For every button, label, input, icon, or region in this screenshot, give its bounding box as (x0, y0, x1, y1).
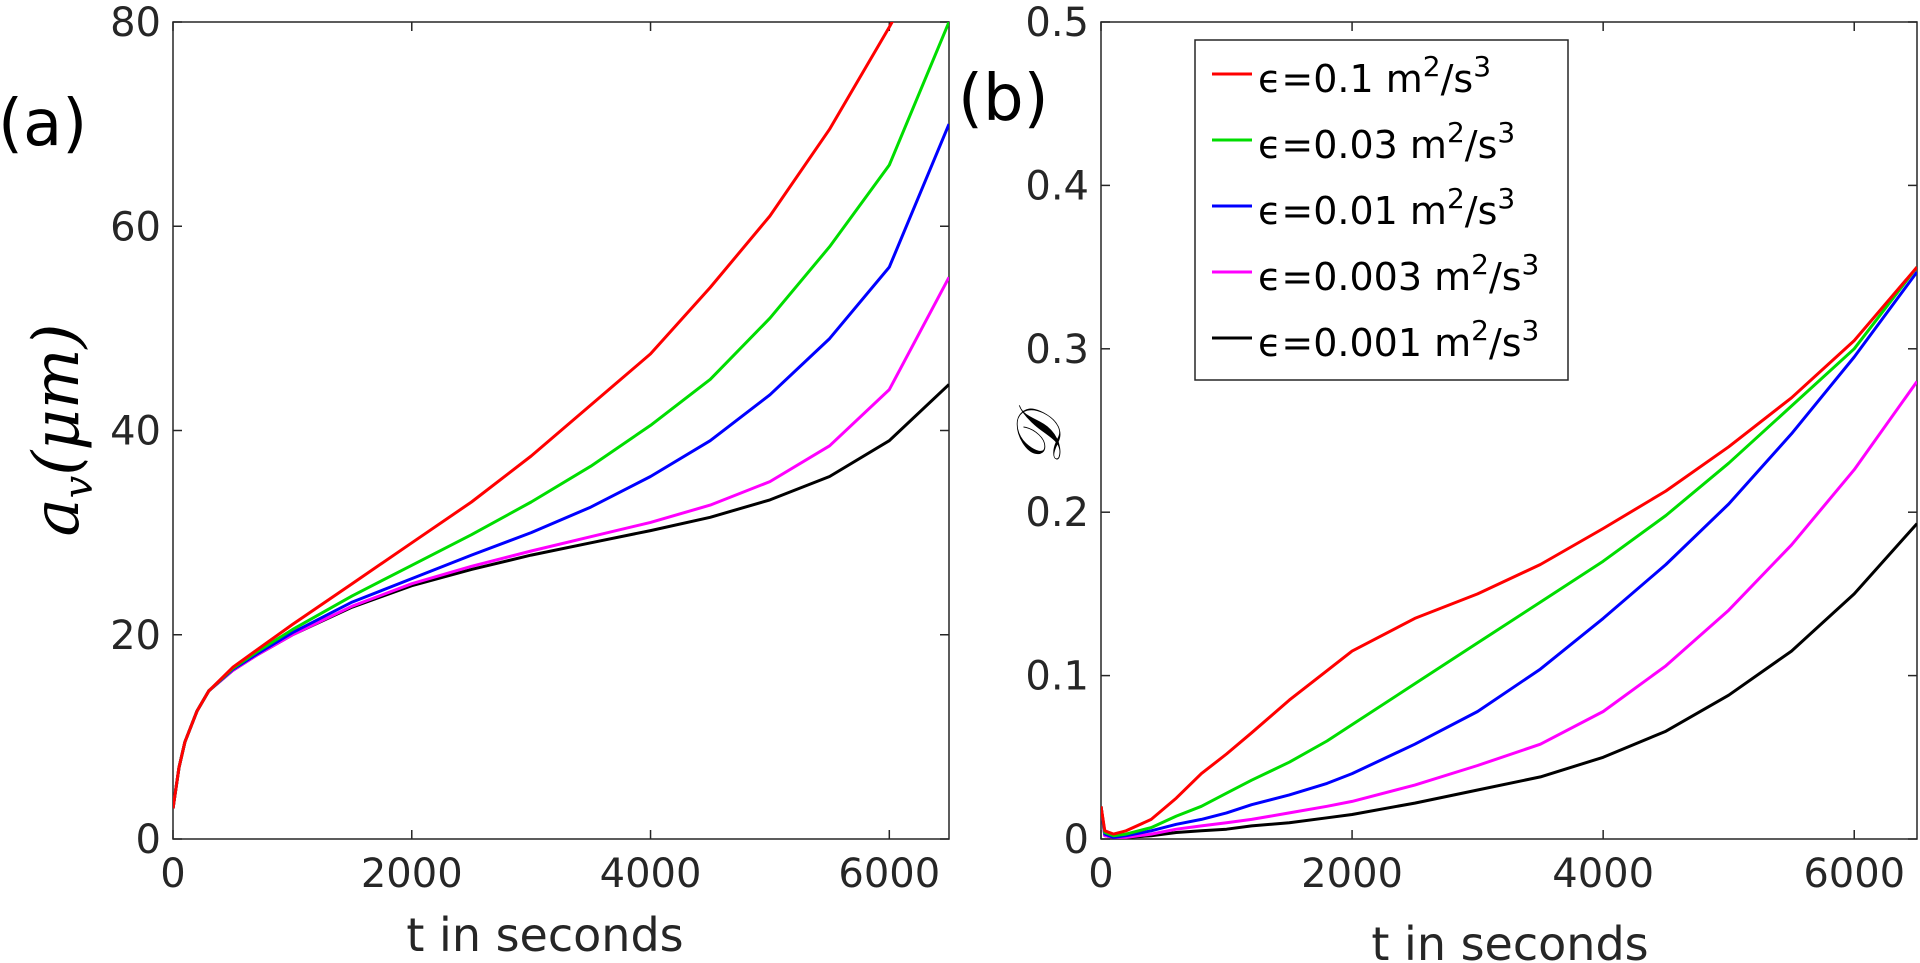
panel-a-xtick-label-2: 4000 (600, 851, 702, 897)
panel-a-xtick-label-0: 0 (160, 851, 185, 897)
panel-b-series-line-2 (1101, 271, 1917, 839)
panel-b-ytick-label-0: 0 (1064, 817, 1089, 863)
panel-b-ylabel: 𝒟 (1002, 405, 1075, 465)
panel-a-ytick-label-0: 0 (136, 817, 161, 863)
panel-b-xtick-label-2: 4000 (1552, 851, 1654, 897)
legend-box (1194, 39, 1569, 381)
panel-a-label: (a) (0, 87, 87, 161)
panel-b-series-line-3 (1101, 380, 1917, 839)
panel-a-series-line-4 (173, 383, 949, 809)
panel-b-xlabel: t in seconds (1371, 917, 1648, 963)
panel-a-series-line-3 (173, 276, 949, 809)
legend-label-4: ϵ=0.001 m2/s3 (1258, 314, 1539, 365)
legend-label-1: ϵ=0.03 m2/s3 (1258, 116, 1515, 167)
panel-a-series-line-0 (173, 22, 894, 809)
panel-b-plot-box (1100, 21, 1918, 840)
panel-a-ylabel-sub: v (56, 475, 102, 498)
panel-a-lines (173, 22, 949, 809)
legend-label-0: ϵ=0.1 m2/s3 (1258, 50, 1491, 101)
panel-b-xtick-label-0: 0 (1088, 851, 1113, 897)
panel-b-ytick-label-1: 0.1 (1025, 654, 1089, 700)
panel-a-ytick-label-3: 60 (110, 204, 161, 250)
panel-b-series-line-1 (1101, 266, 1917, 838)
panel-a-ytick-label-2: 40 (110, 409, 161, 455)
panel-b-series-line-4 (1101, 522, 1917, 839)
panel-b-ytick-label-3: 0.3 (1025, 327, 1089, 373)
panel-b-xtick-label-3: 6000 (1803, 851, 1905, 897)
legend-label-2: ϵ=0.01 m2/s3 (1258, 182, 1515, 233)
panel-b-ytick-label-4: 0.4 (1025, 163, 1089, 209)
panel-b-ytick-label-5: 0.5 (1025, 0, 1089, 46)
panel-a-ticks: 0 2000 4000 6000 0 20 40 60 80 (110, 0, 949, 897)
panel-b-series-line-0 (1101, 266, 1917, 836)
panel-a-ytick-label-1: 20 (110, 613, 161, 659)
panel-b-ticks: 0 2000 4000 6000 0 0.1 0.2 0.3 0.4 0.5 (1025, 0, 1917, 897)
panel-b-ytick-label-2: 0.2 (1025, 490, 1089, 536)
panel-a-xtick-label-1: 2000 (361, 851, 463, 897)
panel-a-ylabel: av(μm) (20, 324, 102, 537)
svg-text:av(μm): av(μm) (20, 324, 102, 537)
legend-label-3: ϵ=0.003 m2/s3 (1258, 248, 1539, 299)
panel-b-ylabel-text: 𝒟 (1002, 405, 1075, 465)
panel-a-xlabel: t in seconds (406, 908, 683, 962)
panel-b-xtick-label-1: 2000 (1301, 851, 1403, 897)
panel-b-label: (b) (958, 62, 1049, 136)
legend: ϵ=0.1 m2/s3 ϵ=0.03 m2/s3 ϵ=0.01 m2/s3 ϵ=0.0… (1194, 39, 1569, 381)
panel-a-ylabel-main: a (20, 498, 94, 536)
panel-a-ylabel-unit: (μm) (20, 324, 94, 476)
panel-a-series-line-1 (173, 22, 949, 809)
panel-a-series-line-2 (173, 123, 949, 809)
panel-a-xtick-label-3: 6000 (838, 851, 940, 897)
panel-b: 0 2000 4000 6000 0 0.1 0.2 0.3 0.4 0.5 (b) t in s… (958, 0, 1918, 963)
panel-a-ytick-label-4: 80 (110, 0, 161, 46)
panel-b-lines (1101, 266, 1917, 839)
